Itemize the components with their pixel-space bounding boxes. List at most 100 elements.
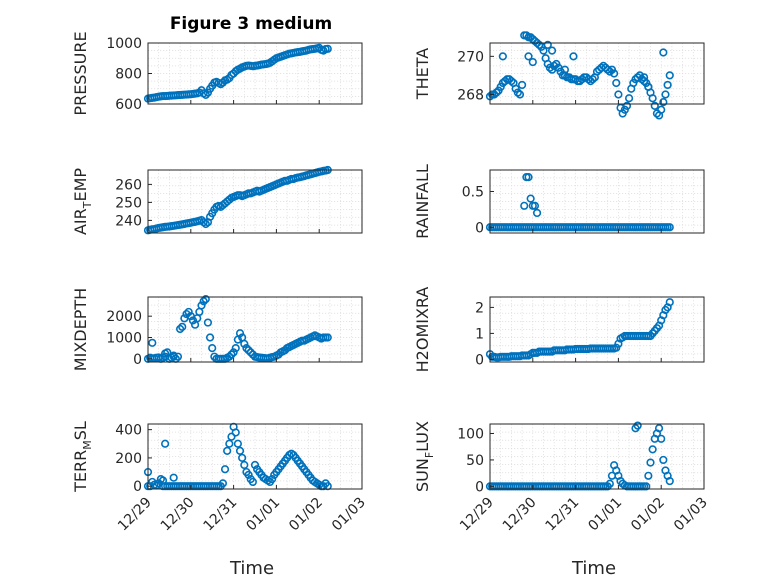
y-axis-label-main: TERR — [71, 450, 90, 493]
x-tick-label: 12/29 — [457, 495, 497, 535]
data-point — [242, 344, 251, 353]
data-point — [513, 88, 522, 97]
y-tick-label: 268 — [457, 87, 484, 103]
y-tick-label: 200 — [115, 451, 142, 467]
data-point — [524, 52, 533, 61]
data-point — [498, 52, 507, 61]
y-tick-label: 0 — [133, 479, 142, 495]
data-point — [199, 297, 208, 306]
x-tick-label: 01/01 — [243, 495, 283, 535]
data-point — [650, 101, 659, 111]
y-axis-label-rest: LUX — [413, 421, 432, 452]
y-axis-label-main: AIR — [71, 208, 90, 235]
data-point — [614, 90, 623, 99]
data-point — [238, 453, 247, 463]
data-point — [233, 439, 242, 448]
y-tick-label: 400 — [115, 423, 142, 439]
data-point — [148, 338, 157, 347]
data-point — [182, 309, 191, 319]
subplot-3: 240 250 260 AIRTEMP — [71, 165, 363, 235]
data-point — [225, 352, 234, 361]
y-axis-label: THETA — [413, 48, 432, 100]
data-point — [184, 307, 193, 317]
data-point — [268, 475, 277, 484]
y-axis-label: PRESSURE — [71, 31, 90, 115]
data-point — [161, 349, 170, 358]
data-point — [522, 31, 531, 40]
y-tick-label: 100 — [457, 427, 484, 443]
data-point — [610, 69, 619, 78]
data-point — [657, 434, 666, 443]
data-point — [229, 348, 238, 357]
data-point — [158, 476, 168, 485]
data-point — [323, 333, 332, 342]
data-point — [535, 40, 544, 50]
data-point — [622, 101, 632, 111]
x-tick-label: 12/31 — [201, 495, 241, 535]
data-point — [526, 194, 535, 203]
data-point — [178, 322, 187, 331]
x-tick-label: 12/30 — [158, 495, 198, 535]
data-point — [240, 339, 249, 348]
y-tick-label: 0 — [475, 220, 484, 236]
y-axis-label: AIRTEMP — [71, 168, 94, 235]
data-point — [639, 73, 649, 82]
data-point — [646, 458, 655, 467]
y-axis-label-main: SUN — [413, 458, 432, 492]
data-point — [665, 71, 674, 80]
x-tick-label: 01/03 — [671, 495, 711, 535]
data-point — [648, 94, 657, 103]
figure-title: Figure 3 medium — [170, 14, 332, 34]
y-tick-label: 240 — [115, 213, 142, 229]
data-point — [161, 439, 170, 448]
axes-box — [147, 423, 363, 490]
data-point — [203, 318, 213, 327]
y-axis-label-subscript: T — [81, 201, 94, 209]
subplot-1: 600 800 1000 PRESSURE — [71, 31, 363, 116]
y-tick-label: 0.5 — [462, 184, 484, 200]
data-point — [588, 75, 597, 84]
y-tick-label: 0 — [475, 479, 484, 495]
data-point — [169, 473, 178, 482]
data-point — [644, 471, 653, 480]
axes-box — [489, 296, 705, 363]
y-axis-label: MIXDEPTH — [71, 288, 90, 371]
data-point — [492, 88, 501, 97]
data-point — [550, 61, 559, 70]
y-axis-label: SUNFLUX — [413, 421, 436, 492]
axes-box — [489, 169, 705, 234]
data-point — [176, 324, 185, 334]
data-point — [624, 94, 634, 103]
axes-box — [489, 42, 705, 105]
y-tick-label: 2000 — [106, 309, 142, 325]
y-tick-label: 1000 — [106, 330, 142, 346]
data-point — [528, 57, 537, 67]
data-point — [244, 346, 253, 355]
data-point — [517, 80, 527, 90]
data-point — [665, 223, 674, 232]
subplot-4: 0 0.5 RAINFALL — [413, 164, 705, 239]
data-point — [323, 44, 332, 53]
x-axis-label-left: Time — [229, 558, 274, 579]
data-point — [199, 218, 208, 227]
data-point — [169, 352, 178, 361]
data-point — [201, 295, 210, 304]
y-tick-label: 250 — [115, 195, 142, 211]
data-point — [545, 63, 555, 72]
data-point — [659, 48, 668, 57]
y-axis-label-main: MIXDEPTH — [71, 288, 90, 371]
axes-box — [147, 296, 363, 363]
data-point — [197, 301, 206, 310]
y-axis-label-subscript: M — [81, 440, 94, 450]
data-point — [642, 482, 651, 491]
data-point — [661, 90, 670, 99]
data-point — [560, 65, 570, 74]
y-axis-label: RAINFALL — [413, 164, 432, 239]
data-point — [639, 77, 649, 86]
data-point — [659, 455, 668, 465]
y-axis-label-main: RAINFALL — [413, 164, 432, 239]
data-point — [612, 78, 621, 88]
data-point — [208, 344, 217, 353]
y-axis-label-subscript: F — [423, 452, 436, 458]
